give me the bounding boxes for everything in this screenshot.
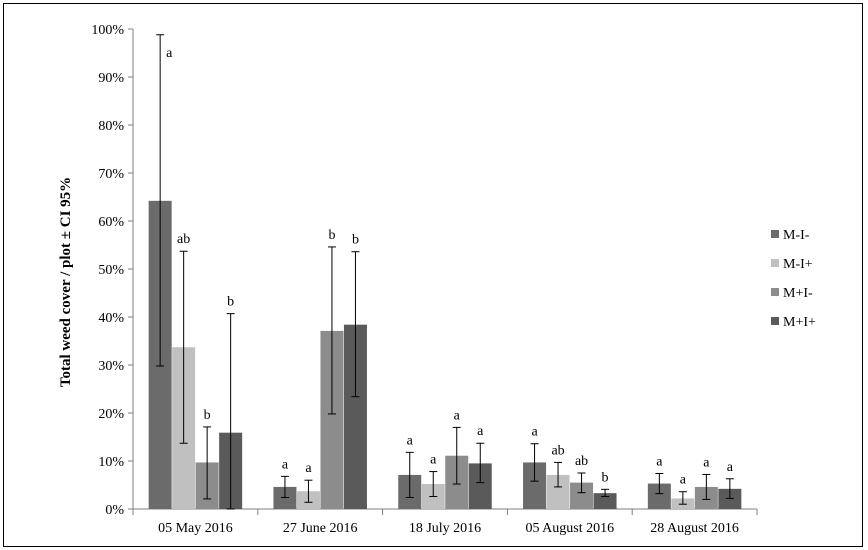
significance-letter: a [477,424,484,439]
bar [570,482,594,509]
legend-swatch [771,317,779,325]
y-tick-label: 50% [98,263,124,278]
y-axis-title-group: Total weed cover / plot ± CI 95% [58,177,74,387]
y-tick-label: 30% [98,359,124,374]
y-tick-label: 10% [98,455,124,470]
significance-letter: a [305,461,312,476]
significance-letter: a [680,473,687,488]
significance-letter: b [328,228,335,243]
x-tick-label: 18 July 2016 [409,521,481,536]
legend-label: M-I- [783,228,810,243]
bar [593,493,617,509]
legend-label: M+I+ [783,315,816,330]
significance-letter: b [352,233,359,248]
significance-letter: ab [551,443,564,458]
x-tick-labels: 05 May 2016 27 June 2016 18 July 2016 05 Au… [158,521,739,536]
error-bars [156,34,734,510]
significance-letter: ab [177,232,190,247]
legend: M-I- M-I+ M+I- M+I+ [771,228,816,330]
chart-frame [3,3,863,547]
significance-letter: a [430,453,437,468]
bar [468,463,492,509]
bar [523,462,547,509]
bar [546,474,570,509]
y-tick-label: 60% [98,215,124,230]
significance-letter: a [454,408,461,423]
y-tick-label: 80% [98,119,124,134]
x-tick-label: 28 August 2016 [650,521,739,536]
bar [320,330,344,509]
x-tick-label: 05 August 2016 [525,521,614,536]
significance-letter: b [227,295,234,310]
significance-letter: a [166,46,173,61]
significance-letter: a [656,454,663,469]
significance-letter: b [204,408,211,423]
bar [647,483,671,509]
x-tick-label: 27 June 2016 [283,521,358,536]
significance-letter: a [703,455,710,470]
y-tick-label: 100% [91,23,124,38]
x-tick-label: 05 May 2016 [158,521,233,536]
y-tick-label: 0% [105,503,124,518]
legend-label: M+I- [783,286,813,301]
y-tick-label: 20% [98,407,124,422]
legend-label: M-I+ [783,257,813,272]
significance-letter: a [531,425,538,440]
bar [343,324,367,509]
y-tick-label: 40% [98,311,124,326]
legend-swatch [771,288,779,296]
bars [148,200,742,509]
legend-swatch [771,230,779,238]
y-axis-title: Total weed cover / plot ± CI 95% [58,177,74,387]
significance-letter: a [407,433,414,448]
y-tick-label: 70% [98,167,124,182]
significance-letter: ab [575,454,588,469]
legend-swatch [771,259,779,267]
significance-letter: a [727,460,734,475]
significance-letter: a [282,457,289,472]
y-tick-label: 90% [98,71,124,86]
y-tick-labels: 0% 10% 20% 30% 40% 50% 60% 70% 80% 90% 100% [91,23,124,518]
significance-letter: b [602,470,609,485]
